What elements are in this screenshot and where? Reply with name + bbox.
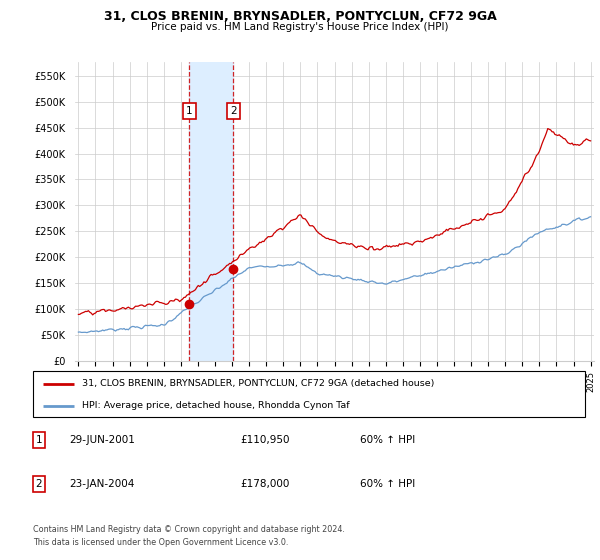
- Text: £110,950: £110,950: [240, 435, 290, 445]
- Text: 29-JUN-2001: 29-JUN-2001: [69, 435, 135, 445]
- Text: This data is licensed under the Open Government Licence v3.0.: This data is licensed under the Open Gov…: [33, 538, 289, 547]
- Text: 1: 1: [186, 106, 193, 116]
- Text: 1: 1: [35, 435, 43, 445]
- Text: 60% ↑ HPI: 60% ↑ HPI: [360, 479, 415, 489]
- Text: 2: 2: [230, 106, 237, 116]
- Text: Contains HM Land Registry data © Crown copyright and database right 2024.: Contains HM Land Registry data © Crown c…: [33, 525, 345, 534]
- Text: 31, CLOS BRENIN, BRYNSADLER, PONTYCLUN, CF72 9GA (detached house): 31, CLOS BRENIN, BRYNSADLER, PONTYCLUN, …: [82, 379, 434, 388]
- Text: 2: 2: [35, 479, 43, 489]
- Text: £178,000: £178,000: [240, 479, 289, 489]
- Text: 23-JAN-2004: 23-JAN-2004: [69, 479, 134, 489]
- Text: Price paid vs. HM Land Registry's House Price Index (HPI): Price paid vs. HM Land Registry's House …: [151, 22, 449, 32]
- Text: 60% ↑ HPI: 60% ↑ HPI: [360, 435, 415, 445]
- Text: 31, CLOS BRENIN, BRYNSADLER, PONTYCLUN, CF72 9GA: 31, CLOS BRENIN, BRYNSADLER, PONTYCLUN, …: [104, 10, 496, 23]
- Text: HPI: Average price, detached house, Rhondda Cynon Taf: HPI: Average price, detached house, Rhon…: [82, 401, 349, 410]
- Bar: [190, 62, 233, 361]
